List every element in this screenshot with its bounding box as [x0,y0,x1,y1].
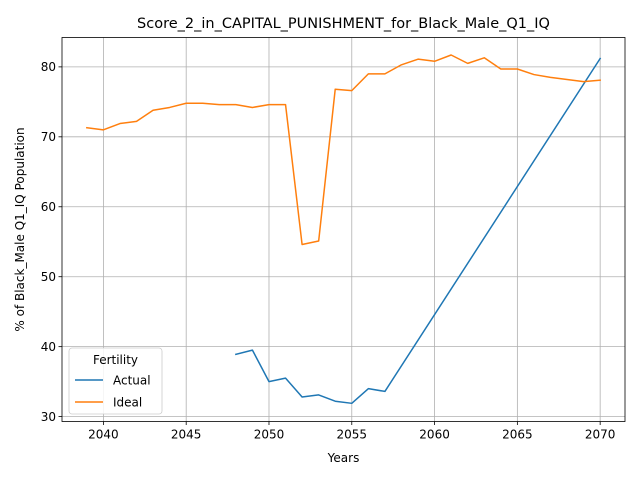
axis-ticks: 2040 2045 2050 2055 2060 2065 2070 30 40 50 60 70 80 [41,60,616,441]
y-tick-label: 60 [41,200,56,214]
legend-box [68,347,163,415]
y-tick-label: 30 [41,410,56,424]
y-axis-title: % of Black_Male Q1_IQ Population [13,127,27,331]
x-tick-label: 2050 [254,428,285,442]
plot-frame [61,37,626,422]
y-tick-label: 70 [41,130,56,144]
x-tick-label: 2040 [88,428,119,442]
chart-title: Score_2_in_CAPITAL_PUNISHMENT_for_Black_… [137,16,550,32]
grid-lines [62,37,625,422]
x-tick-label: 2045 [171,428,202,442]
y-tick-label: 50 [41,270,56,284]
x-tick-label: 2060 [419,428,450,442]
series-line-actual [234,57,602,405]
x-tick-label: 2065 [502,428,533,442]
series-lines [86,54,602,405]
x-axis-title: Years [327,451,360,465]
y-tick-label: 40 [41,340,56,354]
legend-label-actual: Actual [113,374,151,388]
legend: Fertility Actual Ideal [68,347,163,415]
legend-title: Fertility [93,353,138,367]
y-tick-label: 80 [41,60,56,74]
legend-label-ideal: Ideal [113,396,142,410]
x-tick-label: 2070 [585,428,616,442]
series-line-ideal [86,54,601,246]
x-tick-label: 2055 [337,428,368,442]
